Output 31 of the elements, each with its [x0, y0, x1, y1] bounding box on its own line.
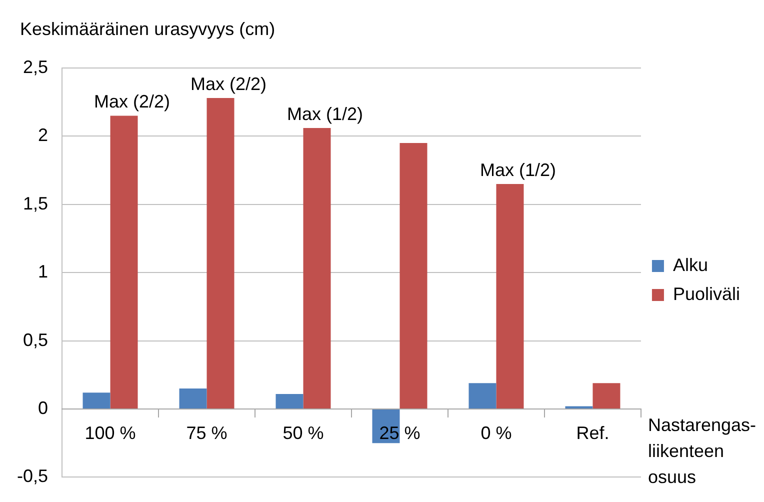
legend-label: Alku	[672, 254, 708, 275]
y-tick-label: 1	[38, 262, 48, 282]
bar	[110, 116, 138, 408]
x-tick-label: 50 %	[282, 422, 324, 443]
y-tick-label: 2	[38, 125, 48, 146]
bar	[592, 383, 620, 408]
x-axis-title: Nastarengas- liikenteen osuus	[648, 414, 756, 487]
bar	[496, 184, 524, 408]
x-tick-label: 75 %	[186, 422, 228, 443]
bar	[276, 394, 304, 408]
y-tick-label: 1,5	[22, 193, 48, 214]
bar	[179, 388, 207, 408]
x-tick-label: 0 %	[480, 422, 512, 443]
annotation: Max (1/2)	[480, 160, 556, 180]
bar	[303, 128, 331, 408]
x-tick-label: 25 %	[379, 422, 420, 443]
bar	[400, 143, 428, 408]
y-tick-label: 0,5	[22, 330, 48, 350]
y-tick-label: -0,5	[16, 466, 48, 486]
y-tick-label: 2,5	[22, 56, 48, 77]
y-axis-title: Keskimääräinen urasyvyys (cm)	[20, 18, 276, 39]
legend-label: Puoliväli	[672, 284, 740, 304]
bar	[468, 383, 496, 408]
bar	[206, 98, 234, 408]
annotation: Max (1/2)	[286, 104, 364, 124]
x-tick-label: Ref.	[576, 422, 610, 443]
x-tick-label: 100 %	[84, 422, 136, 443]
annotation: Max (2/2)	[94, 92, 170, 112]
annotation: Max (2/2)	[190, 74, 267, 94]
y-tick-label: 0	[38, 398, 48, 418]
bar	[82, 392, 110, 408]
